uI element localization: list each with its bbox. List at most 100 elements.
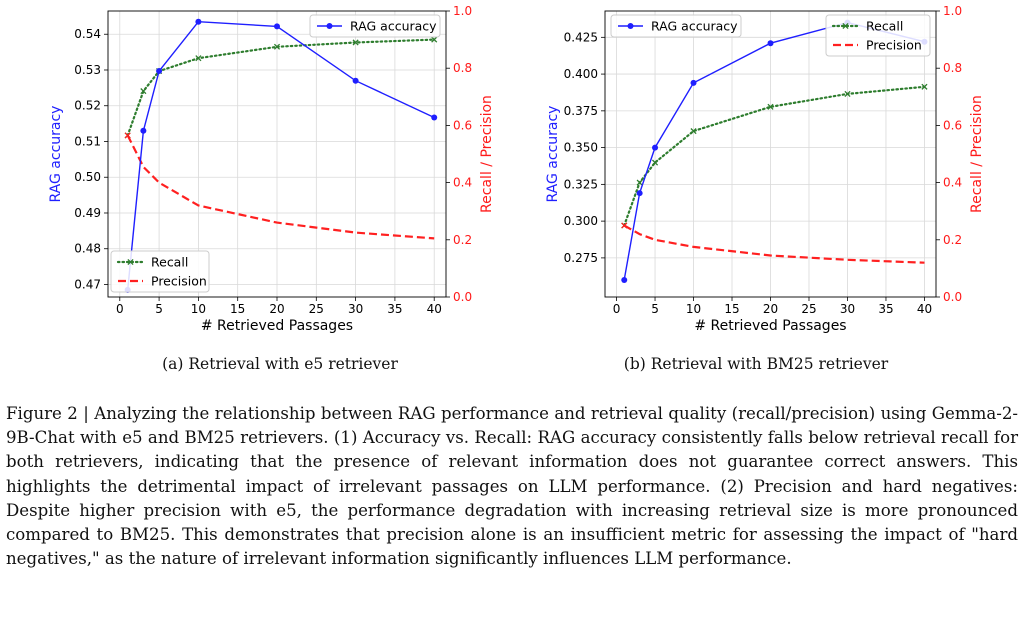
- legend-label-recall: Recall: [866, 19, 903, 34]
- y-left-tick-label: 0.300: [564, 214, 598, 228]
- y-right-tick-label: 0.8: [943, 61, 962, 75]
- recall-point: [273, 43, 281, 50]
- precision-point: [621, 222, 628, 229]
- legend-marker-accuracy: [627, 23, 634, 29]
- x-tick-label: 35: [878, 302, 893, 316]
- legend-marker-recall: [842, 22, 849, 30]
- accuracy-point: [274, 23, 280, 30]
- legend-label-accuracy: RAG accuracy: [651, 19, 738, 34]
- plot-frame: [604, 10, 937, 298]
- precision-point: [124, 132, 131, 139]
- series-rag-accuracy: [124, 18, 438, 293]
- y-right-tick-label: 0.2: [943, 233, 962, 247]
- x-tick-label: 20: [269, 302, 284, 316]
- recall-point: [140, 88, 147, 95]
- x-tick-label: 40: [427, 302, 442, 316]
- y-right-tick-label: 0.0: [943, 290, 962, 304]
- chart-a: 0 5 10 15 20 25 30 35 40 0.47 0.48 0.49 0.50 0.51 0.52…: [48, 4, 495, 334]
- y-left-axis-label: RAG accuracy: [545, 106, 561, 203]
- legend-label-precision: Precision: [866, 38, 922, 53]
- legend-label-accuracy: RAG accuracy: [350, 19, 437, 34]
- accuracy-point: [156, 68, 163, 75]
- y-right-tick-label: 0.0: [453, 290, 472, 304]
- legend-recall-precision: Recall Precision: [110, 250, 210, 293]
- y-right-tick-label: 1.0: [453, 4, 472, 18]
- y-left-tick-label: 0.49: [74, 206, 101, 220]
- legend-accuracy: RAG accuracy: [309, 14, 441, 38]
- y-left-tick-label: 0.275: [564, 251, 598, 265]
- y-right-tick-label: 1.0: [943, 4, 962, 18]
- y-right-axis-label: Recall / Precision: [969, 95, 985, 213]
- recall-line: [126, 38, 436, 137]
- accuracy-point: [636, 190, 643, 197]
- accuracy-point: [767, 40, 774, 47]
- legend-accuracy: RAG accuracy: [610, 14, 742, 38]
- x-tick-label: 20: [763, 302, 778, 316]
- y-right-tick-label: 0.6: [453, 118, 472, 132]
- x-tick-label: 30: [840, 302, 855, 316]
- recall-point: [195, 55, 202, 62]
- series-recall: [124, 36, 438, 139]
- y-left-tick-label: 0.48: [74, 242, 101, 256]
- y-right-tick-label: 0.8: [453, 61, 472, 75]
- y-right-tick-label: 0.4: [453, 176, 472, 190]
- y-right-tick-label: 0.2: [453, 233, 472, 247]
- x-axis-label: # Retrieved Passages: [694, 318, 846, 334]
- legend-label-precision: Precision: [151, 274, 207, 289]
- recall-point: [431, 36, 438, 43]
- accuracy-point: [652, 144, 659, 151]
- x-tick-label: 0: [613, 302, 621, 316]
- legend-box: [309, 14, 441, 38]
- subcaption-a: (a) Retrieval with e5 retriever: [162, 355, 398, 373]
- recall-point: [651, 159, 659, 166]
- x-tick-label: 5: [651, 302, 659, 316]
- legend-marker-accuracy: [326, 23, 333, 29]
- y-left-tick-label: 0.375: [564, 104, 598, 118]
- y-right-axis-label: Recall / Precision: [479, 95, 495, 213]
- x-tick-label: 40: [917, 302, 932, 316]
- accuracy-point: [621, 276, 628, 283]
- x-tick-label: 35: [387, 302, 402, 316]
- x-tick-label: 15: [230, 302, 245, 316]
- recall-point: [690, 128, 697, 135]
- series-rag-accuracy: [621, 19, 928, 283]
- recall-point: [921, 83, 928, 90]
- legend-label-recall: Recall: [151, 255, 188, 270]
- accuracy-point: [690, 79, 697, 86]
- legend-box: [610, 14, 742, 38]
- y-left-tick-label: 0.325: [564, 177, 598, 191]
- x-tick-label: 25: [309, 302, 324, 316]
- x-tick-label: 25: [801, 302, 816, 316]
- y-right-tick-label: 0.4: [943, 176, 962, 190]
- recall-line: [623, 85, 926, 227]
- series-precision: [124, 132, 435, 240]
- x-tick-label: 10: [191, 302, 206, 316]
- y-left-tick-label: 0.350: [564, 141, 598, 155]
- recall-point: [636, 179, 643, 186]
- y-left-axis-label: RAG accuracy: [48, 106, 64, 203]
- recall-point: [844, 90, 851, 97]
- y-left-tick-label: 0.51: [74, 134, 101, 148]
- y-left-tick-label: 0.425: [564, 30, 598, 44]
- x-tick-label: 15: [724, 302, 739, 316]
- y-left-tick-label: 0.53: [74, 63, 101, 77]
- recall-point: [352, 39, 359, 46]
- y-left-tick-label: 0.50: [74, 170, 101, 184]
- y-left-tick-label: 0.54: [74, 27, 101, 41]
- series-recall: [621, 83, 928, 229]
- accuracy-point: [352, 77, 359, 84]
- chart-b: 0 5 10 15 20 25 30 35 40 0.275 0.300 0.325 0.350 0.37…: [545, 4, 985, 334]
- accuracy-point: [195, 18, 202, 25]
- accuracy-point: [140, 127, 147, 134]
- precision-line: [126, 134, 435, 240]
- x-axis-label: # Retrieved Passages: [201, 318, 353, 334]
- figure-caption: Figure 2 | Analyzing the relationship be…: [6, 404, 1018, 569]
- figure-charts: 0 5 10 15 20 25 30 35 40 0.47 0.48 0.49 0.50 0.51 0.52…: [48, 4, 985, 334]
- y-left-tick-label: 0.52: [74, 99, 101, 113]
- x-tick-label: 30: [348, 302, 363, 316]
- legend-recall-precision: Recall Precision: [825, 14, 931, 57]
- x-tick-label: 10: [686, 302, 701, 316]
- subcaption-b: (b) Retrieval with BM25 retriever: [623, 355, 889, 373]
- x-tick-label: 5: [155, 302, 163, 316]
- y-right-tick-label: 0.6: [943, 118, 962, 132]
